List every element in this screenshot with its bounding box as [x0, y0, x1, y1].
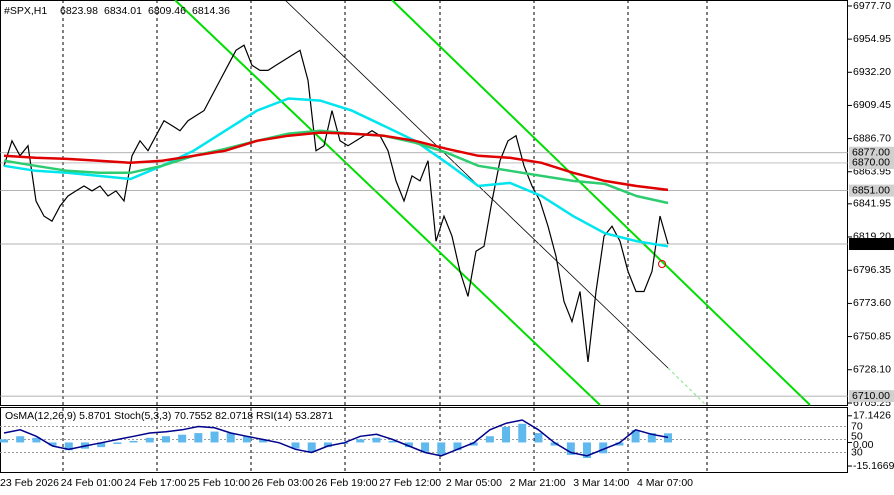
osma-bar	[178, 434, 187, 443]
osma-bar	[437, 442, 446, 455]
osma-bar	[307, 442, 316, 452]
osma-bar	[647, 433, 656, 443]
osc-title: OsMA(12,26,9) 5.8701 Stoch(5,3,3) 70.755…	[5, 410, 333, 422]
osma-bar	[518, 423, 527, 443]
y-tick-label: 17.1426	[853, 410, 891, 422]
level-label: 6877.00	[852, 147, 890, 159]
y-tick-label: 6909.45	[853, 99, 891, 111]
osma-bar	[64, 442, 73, 451]
x-tick-label: 24 Feb 17:00	[124, 477, 186, 489]
y-tick-label: -15.1669	[853, 460, 894, 472]
osma-bar	[129, 440, 138, 443]
level-box	[849, 184, 894, 197]
osma-bar	[664, 433, 672, 443]
y-tick-label: 6796.35	[853, 264, 891, 276]
x-tick-label: 26 Feb 19:00	[316, 477, 378, 489]
osma-bar	[242, 436, 251, 443]
x-tick-label: 2 Mar 05:00	[446, 477, 502, 489]
signal-marker	[658, 260, 666, 268]
level-box	[849, 156, 894, 169]
x-tick-label: 27 Feb 12:00	[379, 477, 441, 489]
level-label: 6710.00	[852, 390, 890, 402]
y2-tick-label: 70	[851, 420, 863, 432]
y-tick-label: 6977.70	[853, 0, 891, 12]
y-tick-label: 6932.20	[853, 66, 891, 78]
osma-bar	[631, 430, 640, 443]
moving-average	[3, 131, 669, 192]
level-label: 6814.36	[852, 238, 890, 250]
osma-bar	[97, 442, 106, 448]
y2-tick-label: 30	[851, 446, 863, 458]
osma-bar	[502, 426, 511, 443]
moving-average	[3, 129, 669, 205]
osma-bar	[0, 439, 8, 443]
osma-bar	[421, 442, 430, 452]
channel-line	[174, 0, 601, 406]
osma-bar	[226, 433, 235, 443]
y-tick-label: 6773.60	[853, 297, 891, 309]
y-tick-label: 0.00	[853, 439, 874, 451]
osma-bar	[583, 442, 592, 459]
y-tick-label: 6750.85	[853, 330, 891, 342]
x-tick-label: 24 Feb 01:00	[61, 477, 123, 489]
chart-title: #SPX,H1	[4, 5, 47, 17]
level-box	[849, 238, 894, 251]
osma-bar	[356, 439, 365, 443]
y-tick-label: 6954.95	[853, 33, 891, 45]
channel-extension	[667, 367, 707, 406]
price-line	[3, 44, 669, 362]
osma-bar	[323, 442, 332, 448]
x-tick-label: 3 Mar 14:00	[573, 477, 629, 489]
x-tick-label: 2 Mar 21:00	[510, 477, 566, 489]
quote-value: 6809.46	[148, 5, 186, 17]
main-frame	[0, 0, 848, 406]
osma-bar	[161, 436, 170, 443]
level-box	[849, 390, 894, 403]
y2-tick-label: 50	[851, 430, 863, 442]
x-tick-label: 26 Feb 03:00	[252, 477, 314, 489]
osma-bar	[599, 442, 608, 454]
moving-average	[3, 97, 669, 248]
x-tick-label: 4 Mar 07:00	[637, 477, 693, 489]
osma-bar	[388, 440, 397, 443]
osma-bar	[32, 437, 41, 443]
osma-bar	[372, 437, 381, 443]
x-tick-label: 23 Feb 2026	[0, 477, 59, 489]
level-box	[849, 146, 894, 159]
oscillator-line	[3, 419, 669, 457]
osma-bar	[48, 442, 57, 446]
channel-lines	[174, 0, 811, 406]
osma-bar	[485, 436, 494, 443]
level-label: 6870.00	[852, 157, 890, 169]
osma-bar	[550, 442, 559, 446]
osma-bar	[291, 442, 300, 449]
y-tick-label: 6728.10	[853, 364, 891, 376]
quote-value: 6814.36	[192, 5, 230, 17]
quote-value: 6834.01	[104, 5, 142, 17]
osma-bar	[566, 442, 575, 455]
osma-bar	[534, 433, 543, 443]
osma-bar	[469, 442, 478, 446]
level-label: 6851.00	[852, 184, 890, 196]
osma-bar	[404, 442, 413, 448]
period-separators	[62, 0, 708, 472]
osma-bar	[194, 433, 203, 443]
x-tick-label: 25 Feb 10:00	[188, 477, 250, 489]
osma-bar	[145, 437, 154, 443]
osma-bar	[615, 442, 624, 446]
osma-bar	[16, 436, 25, 443]
quote-value: 6823.98	[60, 5, 98, 17]
y-tick-label: 6886.70	[853, 132, 891, 144]
osma-bar	[113, 442, 122, 445]
y-tick-label: 6841.95	[853, 198, 891, 210]
channel-line	[391, 0, 811, 406]
osma-bar	[259, 439, 268, 443]
osma-bar	[453, 442, 462, 451]
osma-bar	[210, 431, 219, 443]
